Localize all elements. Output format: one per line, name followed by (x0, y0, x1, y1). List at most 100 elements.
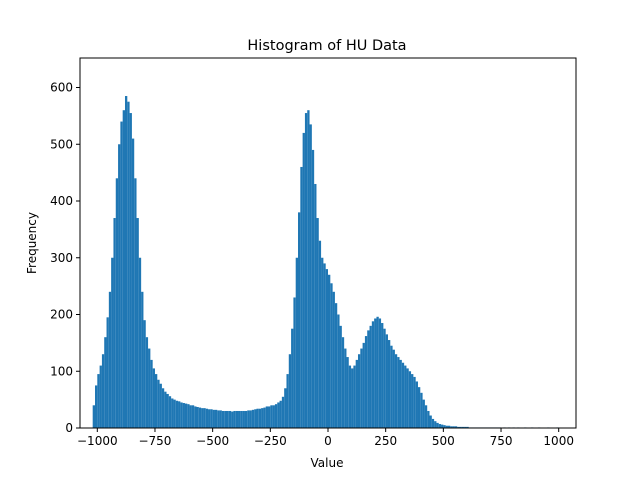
histogram-bar (97, 374, 100, 428)
histogram-bar (184, 403, 188, 428)
histogram-bar (344, 348, 347, 428)
histogram-bar (441, 424, 444, 428)
histogram-bar (189, 405, 192, 428)
x-tick-label: 500 (432, 434, 455, 448)
x-tick-label: 1000 (543, 434, 574, 448)
histogram-bar (228, 410, 232, 428)
histogram-bar (235, 410, 239, 428)
histogram-bar (242, 410, 245, 428)
histogram-bar (101, 354, 105, 428)
histogram-bar (178, 401, 181, 428)
histogram-bar (258, 408, 262, 428)
histogram-bars (92, 96, 559, 429)
histogram-bar (369, 325, 372, 428)
histogram-bar (113, 218, 116, 428)
histogram-bar (196, 407, 199, 428)
y-axis-label: Frequency (25, 212, 39, 274)
histogram-bar (293, 297, 296, 428)
x-tick-label: −250 (254, 434, 287, 448)
histogram-bar (270, 405, 273, 428)
histogram-bar (334, 303, 338, 428)
histogram-bar (457, 426, 460, 428)
histogram-bar (99, 365, 102, 428)
histogram-bar (108, 291, 112, 428)
histogram-bar (295, 257, 299, 428)
histogram-bar (226, 410, 229, 428)
histogram-bar (106, 317, 109, 428)
y-tick-label: 300 (50, 251, 73, 265)
y-axis-ticks: 0 100 200 300 400 500 600 (50, 81, 80, 435)
histogram-bar (431, 418, 435, 428)
y-tick-label: 400 (50, 194, 73, 208)
histogram-bar (291, 328, 294, 428)
histogram-bar (159, 383, 162, 428)
histogram-bar (408, 371, 412, 428)
histogram-bar (249, 410, 252, 428)
histogram-bar (129, 113, 132, 429)
histogram-bar (150, 359, 153, 428)
histogram-bar (383, 328, 386, 428)
x-tick-label: −500 (196, 434, 229, 448)
histogram-bar (205, 408, 209, 428)
histogram-bar (427, 410, 430, 428)
histogram-bar (454, 426, 458, 428)
histogram-bar (364, 336, 368, 428)
x-tick-label: 250 (374, 434, 397, 448)
histogram-bar (381, 323, 384, 428)
histogram-bar (268, 406, 271, 428)
histogram-bar (348, 365, 352, 428)
histogram-bar (240, 410, 243, 428)
histogram-bar (131, 138, 135, 428)
histogram-bar (124, 96, 128, 429)
x-tick-label: −1000 (77, 434, 118, 448)
histogram-bar (203, 408, 206, 428)
histogram-bar (187, 404, 190, 428)
histogram-bar (221, 410, 225, 428)
histogram-bar (406, 368, 409, 428)
histogram-bar (198, 407, 202, 428)
histogram-bar (353, 365, 356, 428)
histogram-bar (244, 410, 248, 428)
histogram-bar (265, 406, 269, 428)
histogram-bar (224, 410, 227, 428)
histogram-bar (300, 166, 303, 428)
histogram-bar (148, 348, 151, 428)
y-tick-label: 0 (65, 421, 73, 435)
histogram-bar (254, 409, 257, 428)
histogram-bar (424, 405, 428, 428)
histogram-bar (415, 381, 418, 428)
histogram-bar (413, 376, 416, 428)
histogram-bar (251, 409, 255, 428)
histogram-bar (175, 400, 179, 428)
histogram-bar (394, 354, 398, 428)
histogram-bar (311, 149, 315, 428)
histogram-bar (122, 110, 125, 429)
histogram-bar (210, 409, 213, 428)
histogram-bar (302, 132, 305, 428)
histogram-bar (194, 406, 197, 428)
histogram-bar (362, 342, 365, 428)
histogram-bar (466, 426, 469, 428)
histogram-bar (134, 178, 137, 428)
histogram-bar (450, 426, 453, 428)
histogram-bar (231, 411, 234, 428)
histogram-bar (341, 337, 345, 428)
histogram-bar (120, 121, 123, 428)
histogram-bar (104, 337, 107, 428)
x-axis-label: Value (311, 456, 344, 470)
histogram-bar (115, 178, 119, 428)
histogram-bar (445, 425, 448, 428)
histogram-bar (214, 409, 218, 428)
histogram-bar (378, 318, 382, 428)
histogram-bar (332, 291, 335, 428)
y-tick-label: 200 (50, 308, 73, 322)
histogram-bar (367, 330, 370, 428)
histogram-bar (157, 379, 160, 428)
histogram-bar (351, 368, 354, 428)
histogram-bar (152, 368, 155, 428)
histogram-bar (434, 421, 437, 428)
histogram-bar (330, 283, 333, 428)
histogram-bar (141, 291, 144, 428)
histogram-bar (429, 415, 432, 428)
